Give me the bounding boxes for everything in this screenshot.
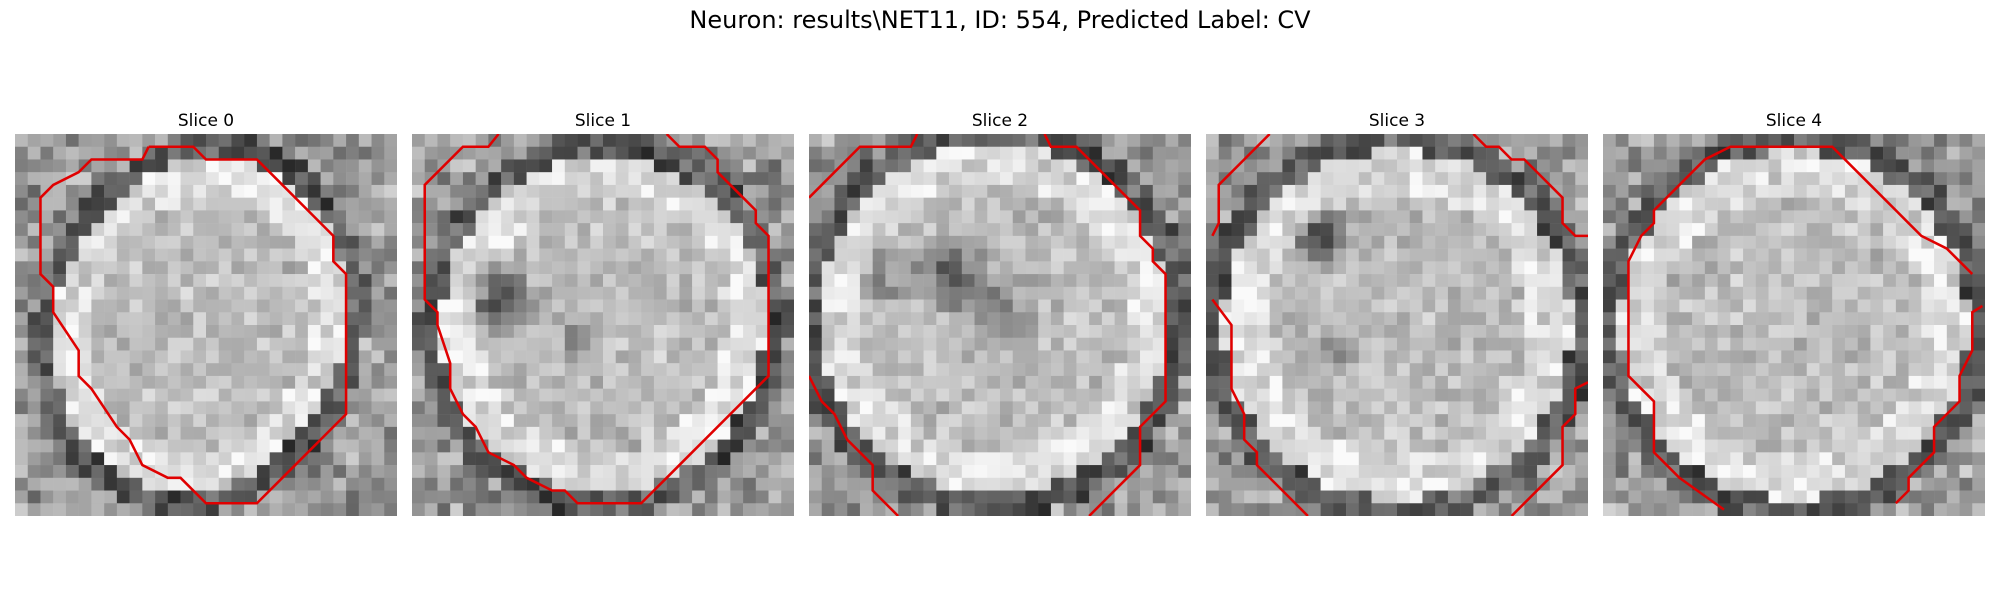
- slice-image-2: [809, 134, 1191, 516]
- slice-panel-1: Slice 1: [412, 110, 794, 516]
- slice-title-2: Slice 2: [971, 111, 1029, 131]
- contour-line: [1043, 134, 1167, 516]
- slice-image-1: [412, 134, 794, 516]
- slice-panel-4: Slice 4: [1603, 110, 1985, 516]
- contour-line: [1211, 134, 1271, 237]
- slice-panel-0: Slice 0: [15, 110, 397, 516]
- slice-image-3: [1206, 134, 1588, 516]
- contour-line: [423, 134, 770, 505]
- slice-title-4: Slice 4: [1765, 111, 1823, 131]
- contour-line: [809, 134, 919, 199]
- slice-image-4: [1603, 134, 1985, 516]
- slice-title-1: Slice 1: [574, 111, 632, 131]
- slice-title-0: Slice 0: [177, 111, 235, 131]
- slice-panel-2: Slice 2: [809, 110, 1191, 516]
- contour-line: [1510, 381, 1588, 516]
- slice-title-3: Slice 3: [1368, 111, 1426, 131]
- contour-line: [809, 375, 900, 516]
- contour-line: [39, 145, 348, 505]
- contour-line: [1472, 134, 1588, 238]
- contour-line: [1627, 145, 1974, 511]
- slice-panel-3: Slice 3: [1206, 110, 1588, 516]
- contour-line: [1211, 298, 1309, 516]
- slice-image-0: [15, 134, 397, 516]
- contour-line: [1894, 304, 1984, 505]
- figure-title: Neuron: results\NET11, ID: 554, Predicte…: [689, 6, 1311, 34]
